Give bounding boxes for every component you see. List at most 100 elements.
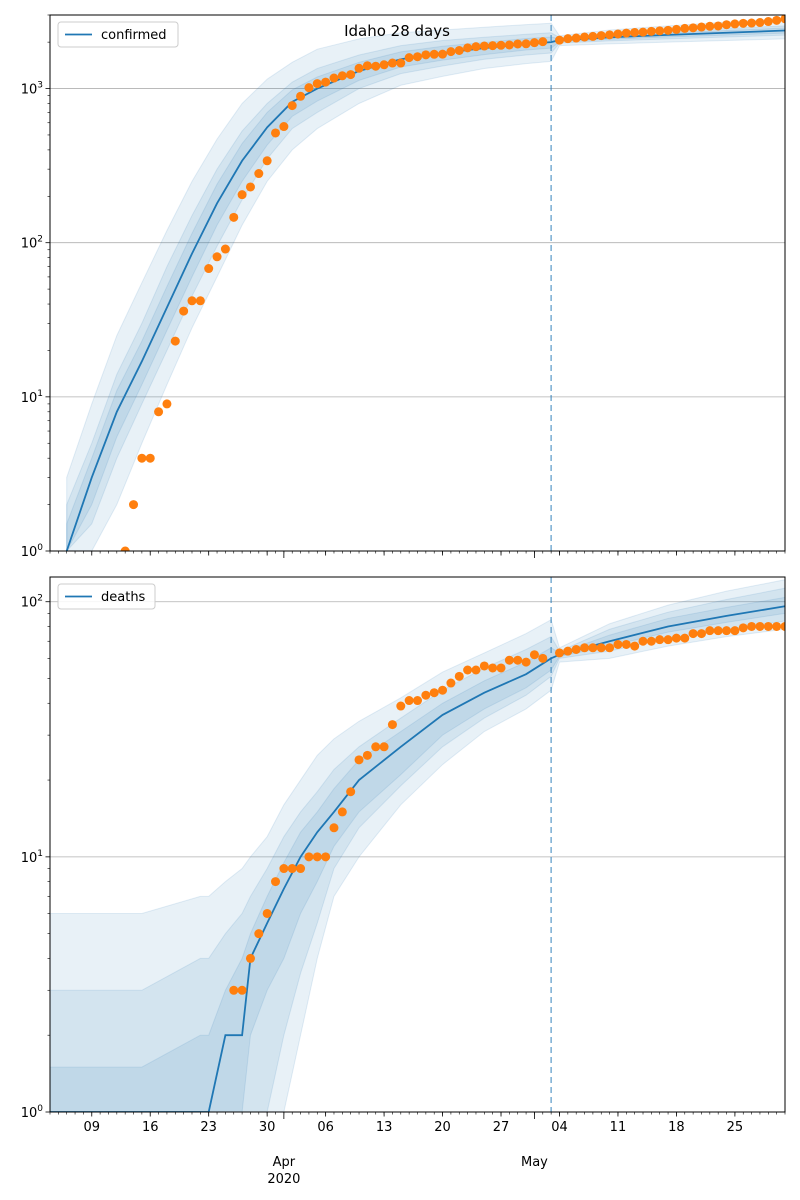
- y-tick-exponent: 1: [37, 849, 43, 859]
- band-1: [66, 25, 785, 551]
- observed-point: [387, 58, 397, 68]
- observed-point: [596, 643, 606, 653]
- observed-point: [296, 91, 306, 101]
- x-tick-label: 16: [142, 1120, 159, 1135]
- observed-point: [371, 742, 381, 752]
- observed-point: [730, 19, 740, 29]
- observed-point: [454, 671, 464, 681]
- y-tick-exponent: 2: [37, 235, 43, 245]
- observed-point: [362, 750, 372, 760]
- observed-point: [713, 21, 723, 31]
- observed-point: [663, 635, 673, 645]
- observed-point: [772, 15, 782, 25]
- observed-point: [496, 40, 506, 50]
- observed-point: [696, 629, 706, 639]
- observed-point: [630, 641, 640, 651]
- observed-point: [488, 663, 498, 673]
- chart-title: Idaho 28 days: [344, 22, 450, 40]
- observed-point: [312, 852, 322, 862]
- deaths-panel: 09 16 23 30 06 13 20 27 04 11 18 25Apr2020May100101…: [21, 576, 786, 1187]
- observed-point: [287, 864, 297, 874]
- y-tick-label: 103: [21, 81, 43, 98]
- observed-point: [755, 18, 765, 28]
- observed-point: [521, 39, 531, 49]
- observed-point: [529, 650, 539, 660]
- y-tick-label: 101: [21, 849, 43, 866]
- observed-point: [638, 27, 648, 37]
- observed-point: [580, 32, 590, 42]
- observed-point: [195, 296, 205, 306]
- x-tick-label: 11: [610, 1120, 627, 1135]
- observed-point: [413, 696, 422, 706]
- observed-point: [404, 696, 414, 706]
- observed-point: [680, 633, 690, 643]
- legend-box: [57, 21, 179, 48]
- observed-point: [738, 623, 748, 633]
- observed-point: [179, 306, 189, 316]
- observed-point: [671, 24, 681, 34]
- observed-point: [396, 58, 406, 68]
- observed-point: [504, 655, 514, 665]
- observed-point: [304, 83, 314, 93]
- observed-point: [571, 33, 581, 43]
- y-tick-base: 10: [21, 545, 38, 560]
- observed-point: [212, 252, 222, 262]
- x-tick-label: 20: [434, 1120, 451, 1135]
- observed-point: [738, 18, 748, 28]
- observed-point: [513, 39, 523, 49]
- observed-point: [421, 690, 431, 700]
- month-label: May: [521, 1155, 548, 1170]
- observed-point: [596, 31, 606, 41]
- legend-label: confirmed: [101, 28, 167, 43]
- band-0: [66, 17, 785, 551]
- legend-label: deaths: [101, 590, 146, 605]
- observed-point: [287, 101, 297, 111]
- observed-point: [429, 49, 439, 59]
- observed-point: [321, 852, 331, 862]
- observed-point: [337, 71, 347, 81]
- y-tick-exponent: 3: [37, 81, 43, 91]
- observed-point: [404, 53, 414, 63]
- observed-point: [730, 626, 740, 636]
- observed-point: [722, 626, 732, 636]
- observed-point: [554, 35, 564, 45]
- observed-point: [563, 34, 573, 44]
- legend-box: [57, 583, 156, 610]
- observed-point: [538, 37, 548, 47]
- observed-point: [354, 755, 364, 765]
- observed-point: [713, 626, 723, 636]
- median-line: [65, 29, 785, 551]
- y-tick-label: 102: [21, 594, 43, 611]
- observed-point: [479, 41, 489, 51]
- y-tick-base: 10: [21, 596, 38, 611]
- observed-point: [154, 407, 164, 417]
- observed-point: [245, 953, 255, 963]
- band-2: [66, 27, 785, 551]
- observed-point: [170, 336, 180, 346]
- observed-point: [605, 643, 615, 653]
- observed-point: [329, 823, 339, 833]
- observed-point: [705, 21, 715, 31]
- x-tick-label: 13: [376, 1120, 393, 1135]
- observed-point: [296, 864, 306, 874]
- observed-point: [621, 639, 631, 649]
- observed-point: [780, 15, 785, 24]
- observed-point: [304, 852, 314, 862]
- observed-point: [229, 985, 239, 995]
- y-tick-label: 100: [21, 1104, 44, 1121]
- observed-point: [613, 639, 623, 649]
- observed-point: [513, 655, 523, 665]
- observed-point: [655, 26, 665, 36]
- observed-point: [438, 49, 448, 59]
- observed-point: [379, 742, 389, 752]
- observed-point: [162, 399, 172, 409]
- observed-point: [588, 31, 598, 41]
- band-2: [50, 596, 785, 1112]
- y-tick-exponent: 2: [37, 594, 43, 604]
- observed-point: [254, 169, 264, 179]
- observed-point: [671, 633, 681, 643]
- observed-point: [421, 50, 431, 60]
- observed-point: [262, 908, 272, 918]
